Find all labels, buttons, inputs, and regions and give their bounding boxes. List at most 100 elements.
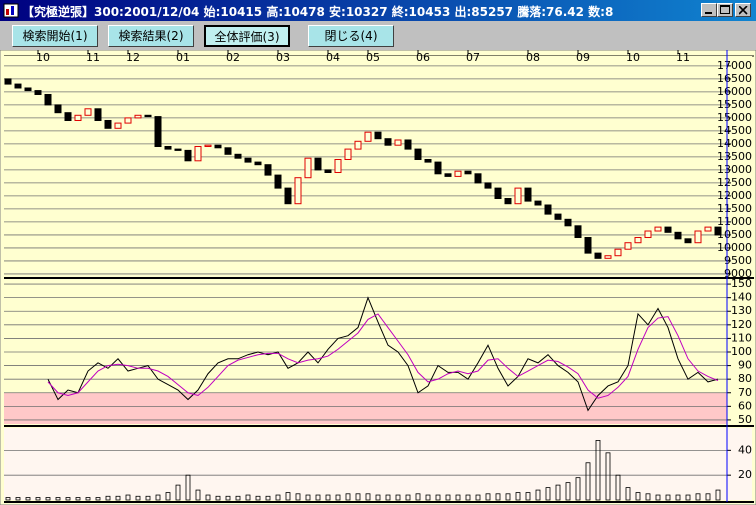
candle-down xyxy=(534,200,542,206)
candle-up xyxy=(634,237,642,244)
month-label: 01 xyxy=(176,51,190,64)
overall-eval-button[interactable]: 全体評価(3) xyxy=(204,25,290,47)
minimize-button[interactable] xyxy=(701,3,717,17)
close-button[interactable] xyxy=(735,3,751,17)
candle-up xyxy=(614,248,622,257)
candle-down xyxy=(424,158,432,163)
candle-down xyxy=(314,157,322,171)
candle-up xyxy=(394,139,402,146)
candle-down xyxy=(254,161,262,166)
y-tick-label: 15500 xyxy=(717,98,752,111)
candle-down xyxy=(234,153,242,159)
volume-bar xyxy=(65,497,71,501)
candle-down xyxy=(564,218,572,227)
candle-up xyxy=(294,177,302,205)
volume-bar xyxy=(315,494,321,501)
volume-bar xyxy=(625,487,631,501)
candle-up xyxy=(644,230,652,239)
volume-bar xyxy=(565,482,571,501)
volume-bar xyxy=(75,497,81,501)
month-label: 06 xyxy=(416,51,430,64)
y-tick-label: 12500 xyxy=(717,176,752,189)
candle-down xyxy=(684,238,692,244)
volume-bar xyxy=(125,494,131,501)
candle-down xyxy=(414,148,422,160)
chart-area: 9000950010000105001100011500120001250013… xyxy=(0,50,756,505)
candle-down xyxy=(664,226,672,233)
volume-bar xyxy=(225,495,231,501)
oversold-band xyxy=(4,392,727,424)
y-tick-label: 80 xyxy=(738,372,752,385)
y-tick-label: 70 xyxy=(738,386,752,399)
volume-bar xyxy=(605,452,611,501)
volume-bar xyxy=(45,497,51,501)
volume-bar xyxy=(135,495,141,501)
candle-down xyxy=(174,148,182,151)
candle-down xyxy=(594,252,602,259)
volume-bar xyxy=(155,494,161,501)
y-tick-label: 13000 xyxy=(717,163,752,176)
candle-up xyxy=(704,226,712,232)
volume-bar xyxy=(5,497,11,501)
candle-up xyxy=(454,170,462,177)
y-tick-label: 50 xyxy=(738,413,752,426)
app-icon xyxy=(3,3,19,18)
volume-bar xyxy=(615,474,621,501)
volume-bar xyxy=(405,494,411,501)
candle-up xyxy=(194,145,202,162)
candle-up xyxy=(124,117,132,124)
candle-down xyxy=(14,83,22,89)
candle-down xyxy=(714,226,722,236)
volume-bar xyxy=(505,493,511,501)
candle-down xyxy=(674,231,682,240)
month-label: 02 xyxy=(226,51,240,64)
search-result-button[interactable]: 検索結果(2) xyxy=(108,25,194,47)
candle-down xyxy=(544,204,552,215)
volume-bar xyxy=(695,493,701,501)
close-dialog-button[interactable]: 閉じる(4) xyxy=(308,25,394,47)
volume-bar xyxy=(455,494,461,501)
volume-bar xyxy=(145,495,151,501)
candle-down xyxy=(384,138,392,146)
candle-down xyxy=(164,145,172,150)
y-tick-label: 14000 xyxy=(717,137,752,150)
volume-bar xyxy=(325,494,331,501)
volume-bar xyxy=(445,494,451,501)
y-tick-label: 11500 xyxy=(717,202,752,215)
y-tick-label: 13500 xyxy=(717,150,752,163)
volume-bar xyxy=(205,494,211,501)
search-start-button[interactable]: 検索開始(1) xyxy=(12,25,98,47)
candle-up xyxy=(134,114,142,119)
candle-down xyxy=(44,93,52,106)
volume-bar xyxy=(305,494,311,501)
volume-bar xyxy=(415,493,421,501)
candle-down xyxy=(4,78,12,85)
y-tick-label: 100 xyxy=(731,345,752,358)
candle-down xyxy=(24,87,32,92)
volume-bar xyxy=(545,487,551,501)
candle-up xyxy=(304,157,312,179)
y-tick-label: 16000 xyxy=(717,85,752,98)
volume-bar xyxy=(115,495,121,501)
month-label: 11 xyxy=(676,51,690,64)
y-tick-label: 12000 xyxy=(717,189,752,202)
volume-bar xyxy=(295,493,301,501)
maximize-button[interactable] xyxy=(717,3,733,17)
volume-bar xyxy=(655,494,661,501)
candle-down xyxy=(374,131,382,140)
y-tick-label: 110 xyxy=(731,331,752,344)
candle-down xyxy=(574,225,582,239)
candle-down xyxy=(554,213,562,220)
y-tick-label: 9500 xyxy=(724,254,752,267)
candle-down xyxy=(144,114,152,118)
candle-up xyxy=(364,131,372,142)
volume-bar xyxy=(85,497,91,501)
candle-up xyxy=(694,230,702,244)
panel-background xyxy=(4,428,752,500)
volume-bar xyxy=(395,494,401,501)
candle-up xyxy=(354,140,362,150)
candle-down xyxy=(154,116,162,147)
candle-down xyxy=(284,187,292,205)
y-tick-label: 15000 xyxy=(717,111,752,124)
month-label: 03 xyxy=(276,51,290,64)
